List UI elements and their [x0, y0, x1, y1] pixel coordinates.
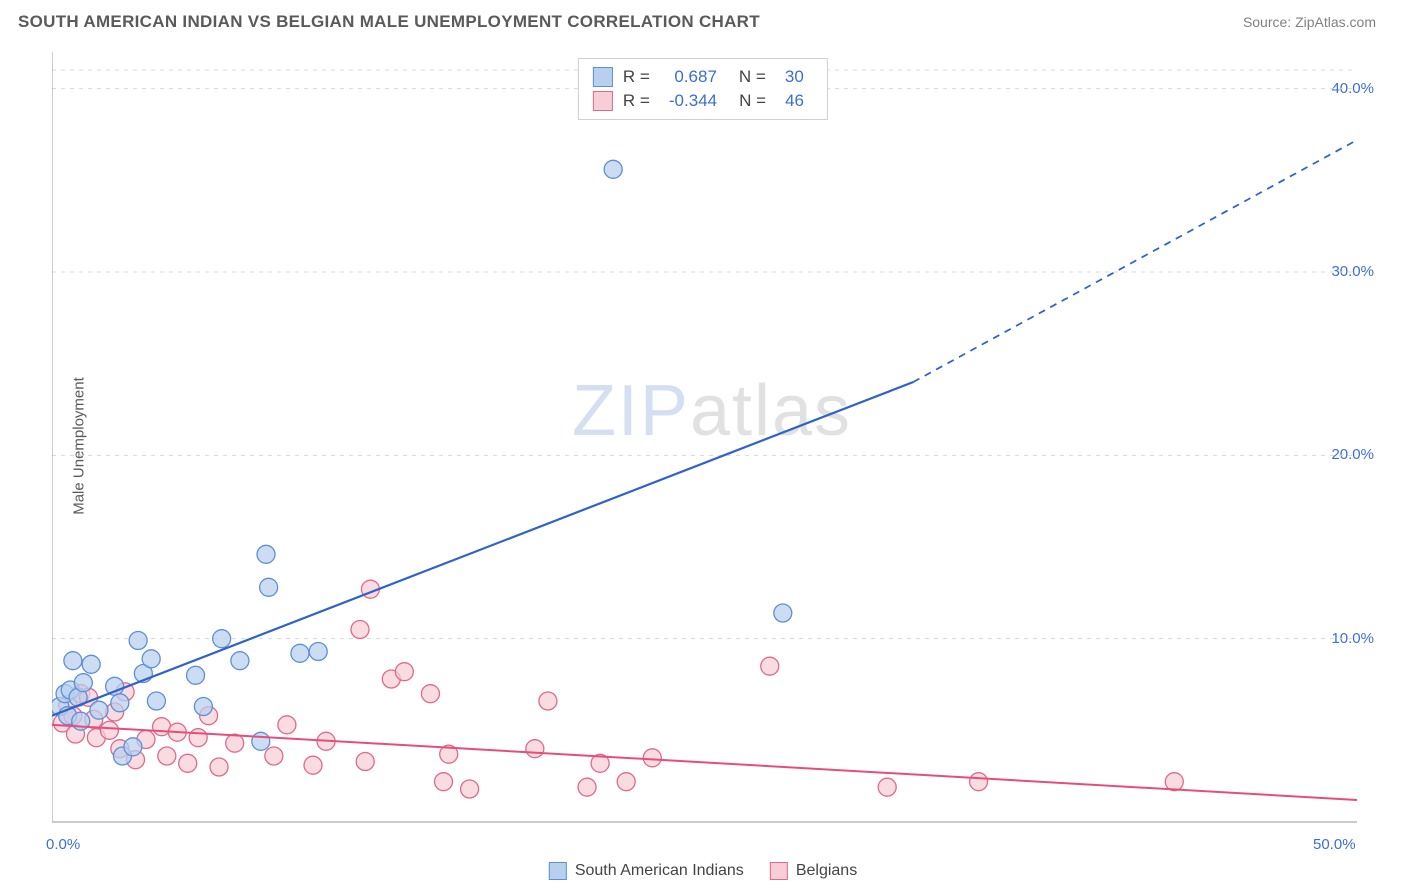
- legend-swatch-icon: [593, 67, 613, 87]
- x-tick-label: 50.0%: [1313, 836, 1356, 853]
- legend-n-label: N =: [739, 67, 775, 87]
- legend-swatch-icon: [770, 862, 788, 880]
- legend-swatch-icon: [549, 862, 567, 880]
- legend-r-value: -0.344: [669, 91, 729, 111]
- legend-item-label: Belgians: [796, 862, 857, 880]
- legend-n-value: 46: [785, 91, 813, 111]
- legend-correlation-box: R = 0.687 N = 30 R = -0.344 N = 46: [578, 58, 828, 120]
- legend-row: R = 0.687 N = 30: [593, 65, 813, 89]
- chart-header: SOUTH AMERICAN INDIAN VS BELGIAN MALE UN…: [0, 0, 1406, 40]
- scatter-chart: [52, 52, 1372, 832]
- legend-r-label: R =: [623, 67, 659, 87]
- legend-n-value: 30: [785, 67, 813, 87]
- legend-n-label: N =: [739, 91, 775, 111]
- chart-source: Source: ZipAtlas.com: [1243, 14, 1376, 30]
- x-tick-label: 0.0%: [46, 836, 80, 853]
- legend-item-label: South American Indians: [575, 862, 744, 880]
- legend-swatch-icon: [593, 91, 613, 111]
- chart-title: SOUTH AMERICAN INDIAN VS BELGIAN MALE UN…: [18, 12, 760, 32]
- legend-item: South American Indians: [549, 862, 744, 880]
- legend-row: R = -0.344 N = 46: [593, 89, 813, 113]
- chart-container: SOUTH AMERICAN INDIAN VS BELGIAN MALE UN…: [0, 0, 1406, 892]
- legend-r-label: R =: [623, 91, 659, 111]
- legend-item: Belgians: [770, 862, 857, 880]
- plot-area: ZIPatlas 10.0% 20.0% 30.0% 40.0% 0.0% 50…: [52, 52, 1372, 832]
- legend-series: South American Indians Belgians: [549, 862, 857, 880]
- legend-r-value: 0.687: [669, 67, 729, 87]
